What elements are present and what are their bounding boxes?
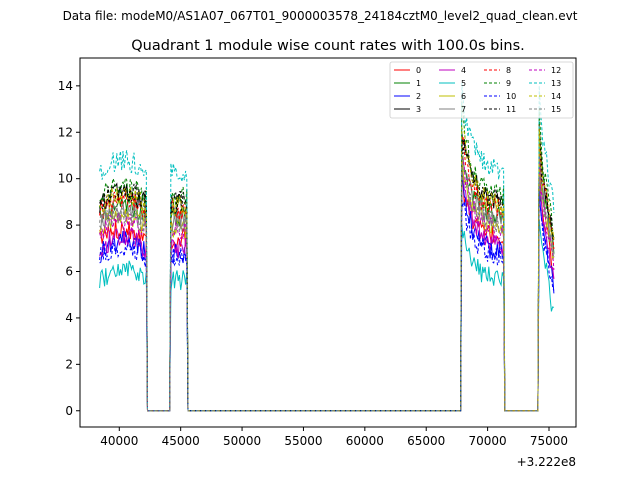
legend-label-7: 7 [461,105,466,114]
y-tick-label: 14 [58,79,73,93]
x-tick-label: 40000 [100,434,138,448]
legend-label-0: 0 [416,66,421,75]
legend-label-1: 1 [416,79,421,88]
x-tick-label: 55000 [284,434,322,448]
legend-label-15: 15 [551,105,561,114]
plot-frame [79,57,577,428]
series-line-4 [99,155,555,412]
legend-label-9: 9 [506,79,511,88]
y-tick-label: 4 [65,311,73,325]
y-tick-label: 2 [65,357,73,371]
y-tick-label: 0 [65,404,73,418]
y-tick-label: 8 [65,218,73,232]
series-line-5 [99,219,555,412]
x-tick-label: 45000 [162,434,200,448]
legend-label-2: 2 [416,92,421,101]
legend-label-6: 6 [461,92,466,101]
y-tick-label: 6 [65,265,73,279]
series-line-6 [99,154,555,412]
x-tick-label: 50000 [223,434,261,448]
series-line-7 [99,146,555,412]
legend-box [389,61,574,119]
legend-label-10: 10 [506,92,516,101]
legend-label-8: 8 [506,66,511,75]
legend-label-11: 11 [506,105,516,114]
legend-label-13: 13 [551,79,561,88]
x-tick-label: 65000 [407,434,445,448]
chart-title: Quadrant 1 module wise count rates with … [131,38,525,54]
legend-label-3: 3 [416,105,421,114]
y-tick-label: 12 [58,125,73,139]
series-line-14 [99,126,555,412]
legend-label-12: 12 [551,66,561,75]
y-tick-label: 10 [58,172,73,186]
series-line-15 [99,163,555,412]
series-line-12 [99,156,555,412]
legend-label-4: 4 [461,66,466,75]
x-tick-label: 60000 [346,434,384,448]
x-tick-label: 70000 [469,434,507,448]
legend-label-14: 14 [551,92,561,101]
x-offset-label: +3.222e8 [517,455,576,469]
series-line-8 [99,122,555,412]
series-line-13 [99,82,555,412]
legend-label-5: 5 [461,79,466,88]
series-line-1 [99,154,555,412]
x-tick-label: 75000 [530,434,568,448]
file-label: Data file: modeM0/AS1A07_067T01_90000035… [63,9,578,23]
